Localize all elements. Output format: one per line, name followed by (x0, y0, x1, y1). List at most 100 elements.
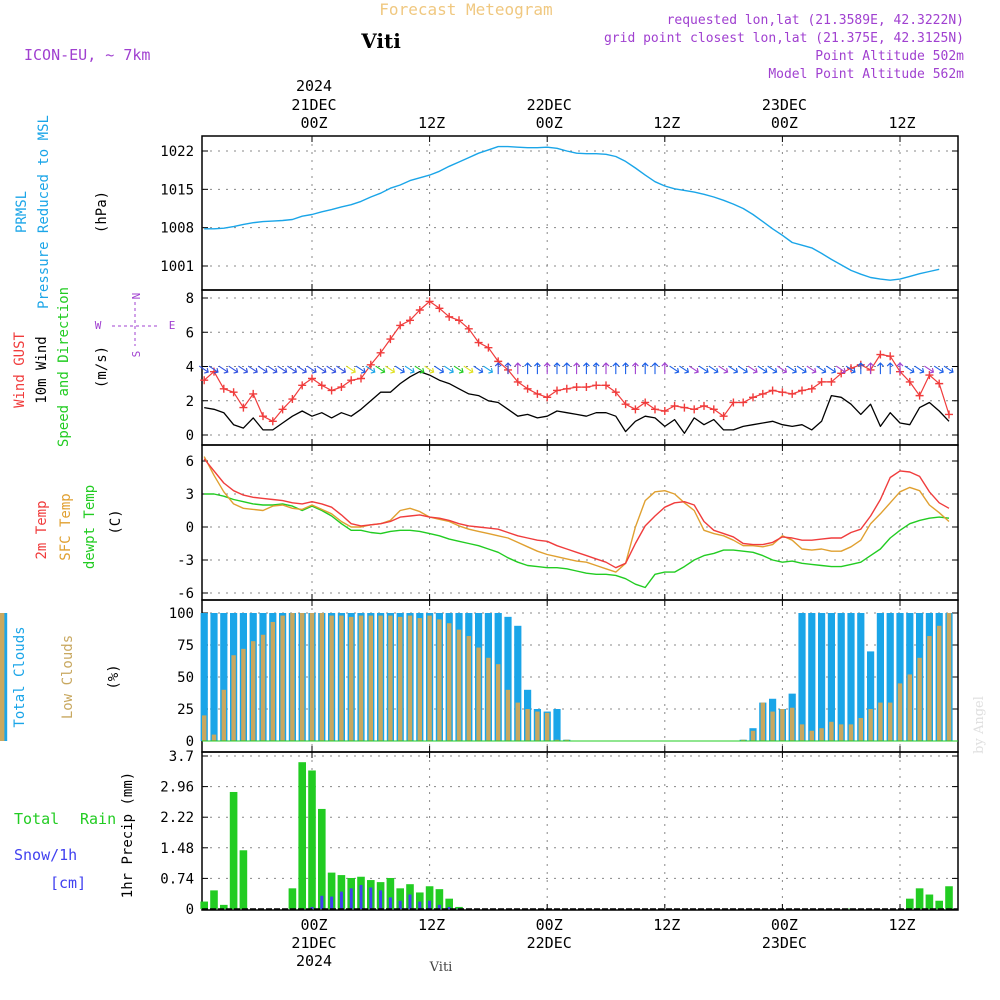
compass-north: N (130, 293, 143, 300)
low-clouds-bar (790, 707, 795, 741)
snow-bar (330, 896, 334, 909)
wind-direction-arrow (877, 362, 884, 375)
low-clouds-bar (476, 647, 481, 741)
y-tick-label: -3 (177, 553, 194, 569)
dewpoint-line (204, 493, 950, 589)
y-tick-label: 1008 (160, 221, 194, 237)
top-axis-hour: 00Z (536, 114, 563, 132)
rain-bar (906, 898, 914, 909)
y-tick-label: 2.22 (160, 810, 194, 826)
wind-direction-arrow (632, 362, 639, 375)
gust-marker (445, 312, 454, 321)
rain-bar (396, 888, 404, 909)
gust-marker (484, 343, 493, 352)
y-tick-label: 1022 (160, 144, 194, 160)
low-clouds-bar (260, 634, 266, 741)
wind-direction-arrow (208, 365, 219, 374)
gust-marker (876, 350, 885, 359)
total-clouds-bar (827, 613, 835, 741)
temp-2m-line (203, 458, 950, 569)
low-clouds-bar (427, 615, 432, 741)
compass-rose: N W E S (95, 293, 176, 358)
y-tick-label: -6 (177, 586, 194, 602)
wind-direction-arrow (483, 365, 494, 374)
low-clouds-bar (202, 715, 207, 741)
wind-direction-arrow (747, 365, 758, 374)
wind-direction-arrow (573, 362, 580, 375)
wind-direction-arrow (247, 365, 258, 374)
low-clouds-bar (290, 613, 295, 741)
rain-bar (288, 888, 297, 909)
rain-bar (229, 791, 238, 909)
clouds-unit-label: (%) (106, 664, 122, 689)
model-name: ICON-EU, ~ 7km (24, 46, 150, 64)
gust-marker (798, 386, 806, 395)
wind-direction-arrow (728, 365, 739, 374)
wind-direction-arrow (326, 365, 337, 374)
wind-direction-arrow (198, 365, 209, 374)
low-clouds-bar (486, 657, 491, 741)
total-clouds-bar (210, 613, 218, 741)
pressure-panel: 1022 1015 1008 1001 (160, 135, 959, 291)
wind-direction-arrow (534, 362, 541, 375)
gust-marker (807, 384, 816, 393)
low-clouds-bar (221, 689, 226, 741)
snow-unit-label: [cm] (50, 874, 86, 892)
y-tick-label: 6 (186, 325, 194, 341)
low-clouds-bar (368, 615, 373, 741)
snow-bar (388, 897, 392, 909)
y-tick-label: 0 (186, 428, 194, 444)
low-clouds-bar (211, 734, 217, 741)
wind-direction-arrow (228, 365, 239, 374)
y-tick-label: 0 (186, 902, 194, 918)
wind-direction-arrow (336, 365, 347, 374)
wind-direction-arrow (306, 365, 317, 374)
top-axis-hour: 12Z (888, 114, 915, 132)
rain-bar (308, 770, 316, 909)
low-clouds-bar (466, 636, 471, 741)
wind-direction-arrow (424, 365, 435, 374)
y-tick-label: 1015 (160, 182, 194, 198)
low-clouds-bar (545, 712, 550, 741)
gust-marker (533, 389, 542, 398)
low-clouds-bar (496, 664, 501, 741)
gust-marker (553, 386, 561, 395)
wind-direction-arrow (943, 365, 954, 374)
panel-frame (201, 444, 959, 601)
gust-marker (680, 403, 689, 412)
y-tick-label: 100 (169, 606, 194, 622)
compass-south: S (130, 351, 143, 358)
wind-gust-line (203, 300, 950, 422)
low-clouds-bar (251, 641, 256, 741)
total-clouds-bar (837, 613, 845, 741)
gust-marker (435, 304, 444, 313)
total-clouds-bar (798, 613, 806, 741)
snow-bar (339, 891, 343, 909)
y-tick-label: 50 (177, 670, 194, 686)
gust-marker (278, 405, 287, 414)
wind-direction-arrow (504, 362, 512, 375)
gust-marker (582, 383, 591, 392)
compass-west: W (95, 319, 102, 332)
wind-direction-arrow (622, 362, 629, 375)
low-clouds-bar (839, 724, 844, 741)
rain-bar (210, 890, 218, 909)
wind-direction-arrow (796, 365, 807, 374)
precip-unit-label: 1hr Precip (mm) (120, 772, 136, 898)
snow-bar (428, 900, 432, 909)
point-altitude: Point Altitude 502m (815, 49, 964, 64)
gust-marker (366, 360, 375, 369)
gust-marker (357, 374, 365, 383)
wind-direction-arrow (514, 362, 522, 375)
low-clouds-bar (878, 702, 883, 741)
wind-10m-label: 10m Wind (34, 336, 50, 403)
gust-marker (935, 379, 944, 388)
wind-direction-arrow (375, 365, 386, 374)
wind-direction-arrow (688, 365, 699, 374)
wind-direction-arrow (661, 362, 669, 375)
total-clouds-bar (553, 709, 561, 741)
total-clouds-bar (886, 613, 894, 741)
y-tick-label: 0 (186, 734, 194, 750)
low-clouds-bar (927, 636, 932, 741)
top-axis-hour: 00Z (300, 114, 327, 132)
